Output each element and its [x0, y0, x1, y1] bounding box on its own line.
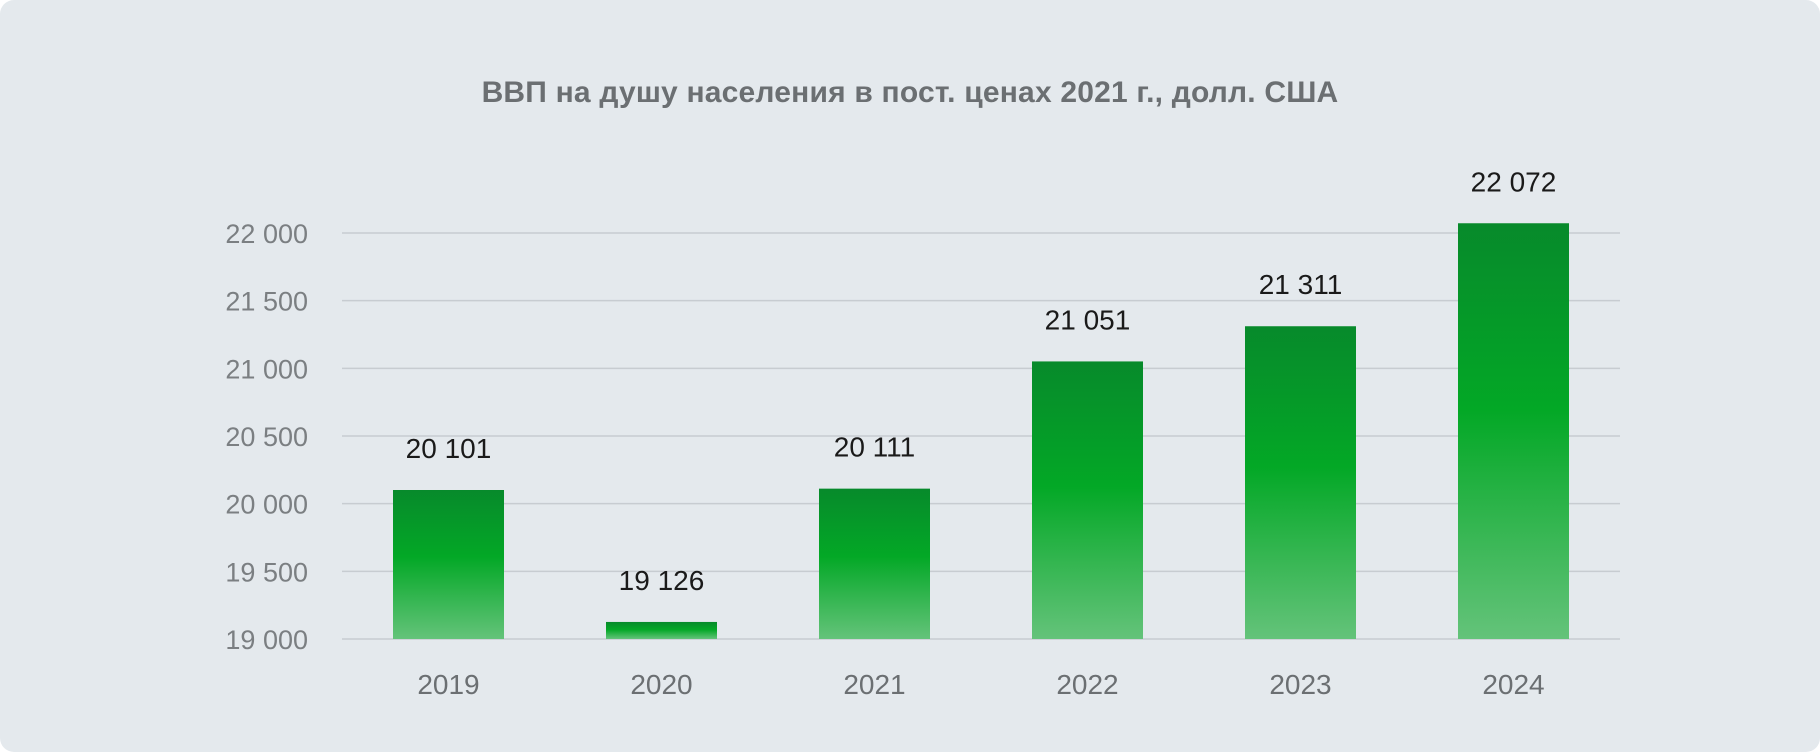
data-label: 22 072	[1471, 166, 1557, 197]
x-tick-label: 2022	[1056, 669, 1118, 700]
bar	[1245, 326, 1356, 639]
y-tick-label: 19 500	[225, 557, 308, 587]
data-label: 21 051	[1045, 304, 1131, 335]
y-axis-ticks: 19 000 19 500 20 000 20 500 21 000 21 500 22 0…	[225, 219, 308, 655]
y-tick-label: 19 000	[225, 625, 308, 655]
data-label: 21 311	[1259, 269, 1343, 300]
y-tick-label: 20 000	[225, 490, 308, 520]
bar	[819, 488, 930, 639]
x-tick-label: 2020	[630, 669, 692, 700]
value-labels: 20 101 19 126 20 111 21 051 21 311 22 072	[406, 166, 1557, 596]
bar	[393, 489, 504, 639]
bar	[1458, 223, 1569, 640]
x-tick-label: 2019	[417, 669, 479, 700]
gridlines	[342, 232, 1620, 640]
x-axis-categories: 2019 2020 2021 2022 2023 2024	[417, 669, 1544, 700]
data-label: 20 101	[406, 433, 492, 464]
x-tick-label: 2023	[1269, 669, 1331, 700]
y-tick-label: 20 500	[225, 422, 308, 452]
data-label: 19 126	[619, 565, 705, 596]
x-tick-label: 2021	[843, 669, 905, 700]
data-label: 20 111	[834, 432, 915, 463]
x-tick-label: 2024	[1482, 669, 1544, 700]
y-tick-label: 21 000	[225, 354, 308, 384]
chart-title: ВВП на душу населения в пост. ценах 2021…	[481, 76, 1339, 109]
bars	[393, 223, 1569, 640]
bar	[606, 621, 717, 639]
y-tick-label: 22 000	[225, 219, 308, 249]
bar	[1032, 361, 1143, 639]
y-tick-label: 21 500	[225, 287, 308, 317]
